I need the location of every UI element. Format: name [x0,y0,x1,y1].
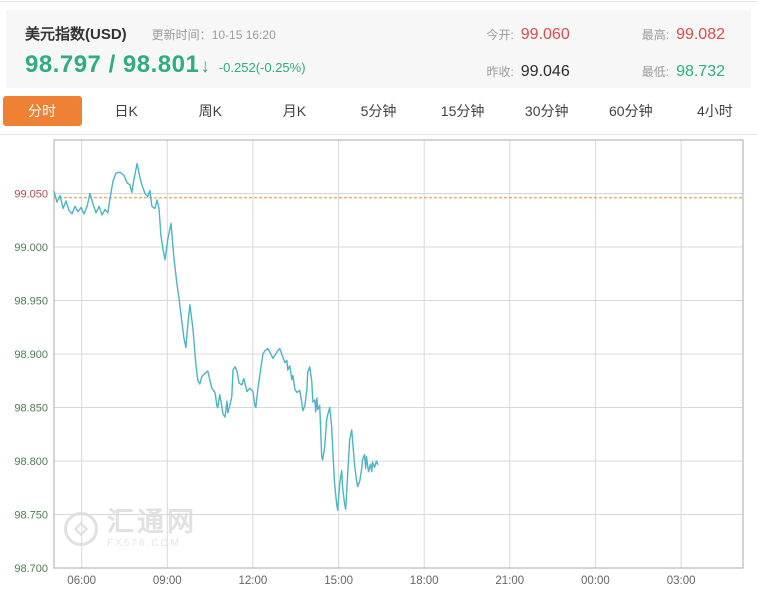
stat-prev-close-value: 99.046 [520,62,570,80]
stat-high: 最高: 99.082 [642,26,725,52]
stat-low-label: 最低: [641,64,670,79]
price-chart[interactable]: 99.050 99.000 98.950 98.900 98.850 98.800 98.7… [0,135,757,601]
price-change: -0.252(-0.25%) [218,60,306,75]
x-axis-label: 03:00 [667,575,696,587]
intraday-chart-section: 99.050 99.000 98.950 98.900 98.850 98.800 98.7… [0,135,757,601]
plot-border [53,139,744,569]
watermark: 汇通网 FX678.COM [62,509,197,549]
tab-monthly-k[interactable]: 月K [252,96,336,126]
timeframe-tabbar: 分时 日K 周K 月K 5分钟 15分钟 30分钟 60分钟 4小时 [0,88,757,135]
bid-ask-price: 98.797 / 98.801 [25,51,200,78]
tab-daily-k[interactable]: 日K [84,96,168,126]
tab-monthly-k-label: 月K [282,103,307,119]
x-axis-label: 06:00 [67,575,96,587]
stat-prev-close: 昨收: 99.046 [486,63,569,89]
stat-low: 最低: 98.732 [642,63,725,89]
y-axis-label: 99.000 [14,242,48,254]
tab-60min-label: 60分钟 [609,103,653,119]
tab-daily-k-label: 日K [114,103,138,119]
y-axis-label: 99.050 [14,189,48,201]
tab-15min-label: 15分钟 [440,103,485,119]
tab-5min-label: 5分钟 [360,103,397,119]
tab-weekly-k[interactable]: 周K [168,96,252,126]
tab-30min[interactable]: 30分钟 [505,96,589,126]
tab-5min[interactable]: 5分钟 [336,96,420,126]
x-axis-label: 21:00 [495,575,524,587]
instrument-title: 美元指数(USD) [25,26,127,43]
quote-stats: 今开: 99.060 最高: 99.082 昨收: 99.046 最低: 98.732 [486,26,725,88]
update-time: 更新时间：10-15 16:20 [152,26,276,43]
y-axis-label: 98.700 [14,563,48,575]
huitong-logo-icon [64,512,98,546]
watermark-domain: FX678.COM [107,538,181,549]
y-axis-label: 98.950 [14,296,48,308]
stat-open-value: 99.060 [520,26,570,43]
stat-open-label: 今开: [486,28,514,42]
stat-high-value: 99.082 [676,26,725,43]
tab-30min-label: 30分钟 [524,103,569,119]
x-axis-label: 15:00 [324,575,353,587]
y-axis-label: 98.800 [14,456,48,468]
top-divider [0,1,757,2]
x-axis-label: 09:00 [153,575,182,587]
tab-weekly-k-label: 周K [198,103,222,119]
tab-fenshi[interactable]: 分时 [0,96,84,126]
price-line [53,162,379,511]
stat-low-value: 98.732 [676,62,725,80]
tab-60min[interactable]: 60分钟 [589,96,673,126]
y-axis-label: 98.900 [14,349,48,361]
x-axis-label: 18:00 [410,575,439,587]
stat-prev-close-label: 昨收: [486,64,514,79]
update-time-label: 更新时间： [151,28,212,42]
y-axis-label: 98.850 [14,403,48,415]
tab-15min[interactable]: 15分钟 [421,96,505,126]
update-time-value: 10-15 16:20 [211,28,276,42]
quote-header: 美元指数(USD) 更新时间：10-15 16:20 98.797 / 98.8… [6,10,751,88]
x-axis-label: 12:00 [239,575,268,587]
watermark-name: 汇通网 [107,507,197,537]
x-axis-label: 00:00 [581,575,610,587]
stat-open: 今开: 99.060 [486,26,569,52]
down-arrow-icon: ↓ [200,56,210,77]
y-axis-label: 98.750 [14,510,48,522]
tab-4hour-label: 4小时 [697,103,733,119]
tab-fenshi-label: 分时 [2,96,82,126]
tab-4hour[interactable]: 4小时 [673,96,757,126]
stat-high-label: 最高: [641,28,670,42]
